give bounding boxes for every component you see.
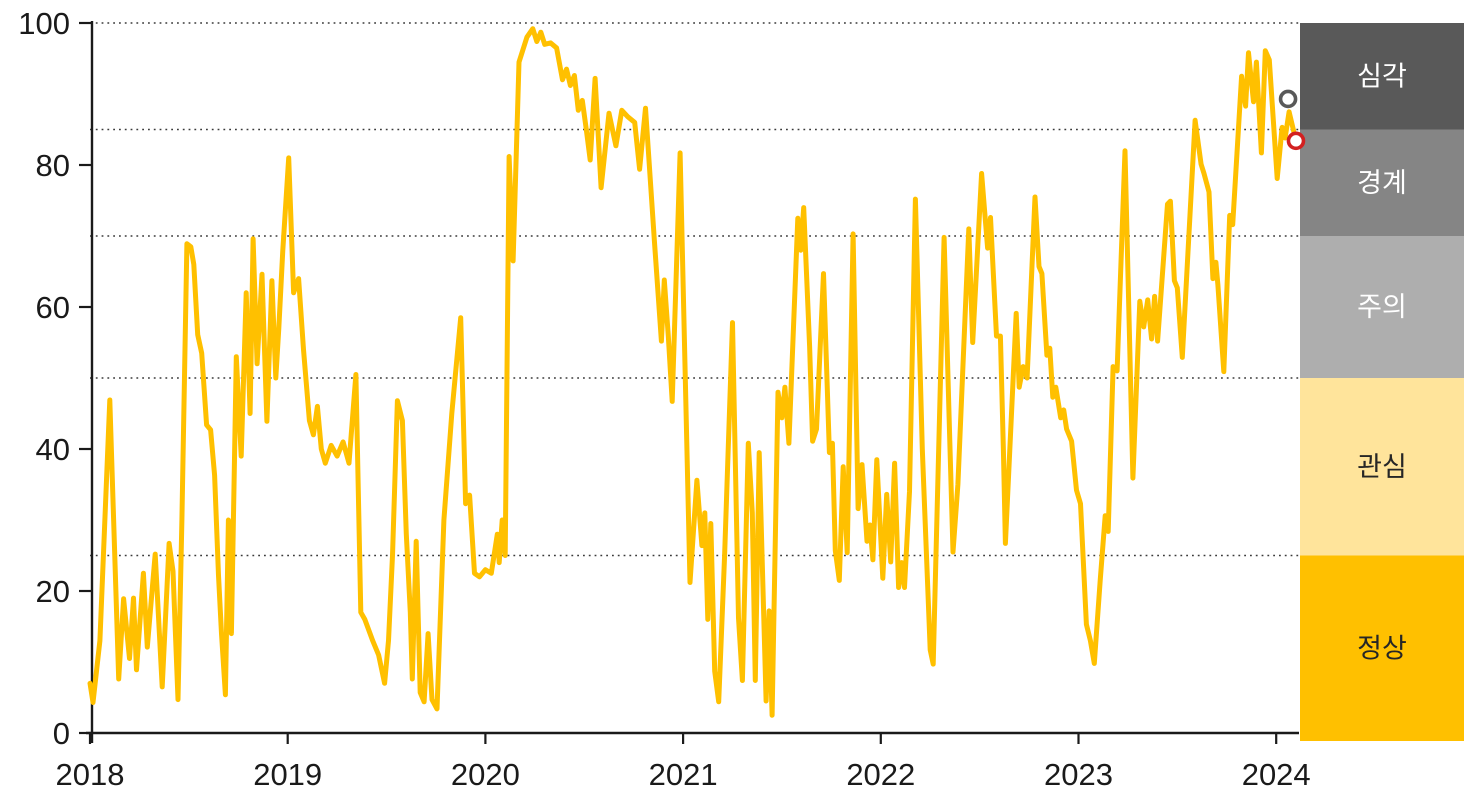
marker-latest-point (1286, 131, 1306, 151)
index-line (87, 26, 1299, 718)
band-label-severe: 심각 (1357, 61, 1407, 91)
y-tick-label: 60 (36, 290, 70, 325)
y-tick-label: 0 (53, 716, 70, 751)
band-label-alert: 경계 (1357, 168, 1407, 198)
x-tick-label: 2024 (1242, 757, 1311, 792)
x-tick-label: 2021 (649, 757, 718, 792)
y-tick-label: 20 (36, 574, 70, 609)
x-tick-label: 2022 (846, 757, 915, 792)
band-label-normal: 정상 (1357, 633, 1407, 663)
x-tick-label: 2018 (56, 757, 125, 792)
x-tick-label: 2023 (1044, 757, 1113, 792)
band-alert (1300, 129, 1464, 236)
band-label-caution: 주의 (1357, 292, 1407, 322)
band-label-attention: 관심 (1357, 452, 1407, 482)
band-severe (1300, 23, 1464, 130)
y-tick-label: 80 (36, 148, 70, 183)
band-caution (1300, 236, 1464, 378)
y-tick-label: 100 (18, 6, 70, 41)
marker-previous-point (1278, 89, 1298, 109)
x-tick-label: 2019 (253, 757, 322, 792)
y-tick-label: 40 (36, 432, 70, 467)
band-normal (1300, 555, 1464, 741)
x-tick-label: 2020 (451, 757, 520, 792)
band-attention (1300, 378, 1464, 556)
